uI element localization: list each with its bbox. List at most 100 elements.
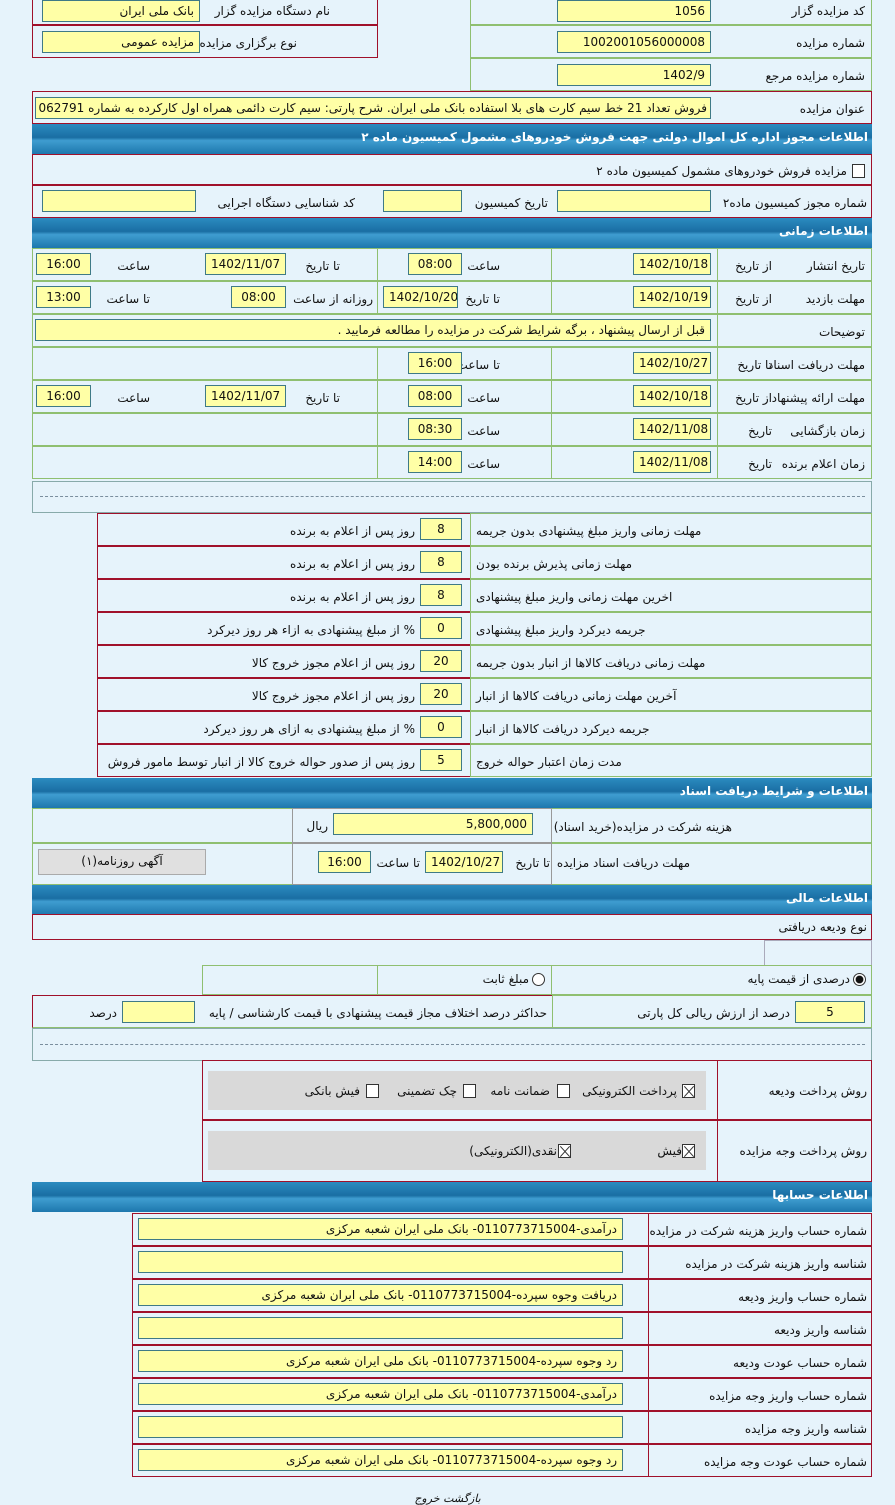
field-label: از تاریخ — [735, 391, 772, 405]
title-label: عنوان مزایده — [799, 102, 865, 116]
newspaper-ad-button[interactable]: آگهی روزنامه(۱) — [38, 849, 206, 875]
date-time-field[interactable]: 1402/10/18 — [633, 253, 711, 275]
title-field[interactable]: فروش تعداد 21 خط سیم کارت های بلا استفاد… — [35, 97, 711, 119]
exit-link[interactable]: خروج — [414, 1492, 440, 1505]
doc-time-field[interactable]: 16:00 — [318, 851, 371, 873]
cell — [552, 995, 872, 1028]
cell — [132, 1345, 649, 1378]
field-label: تا تاریخ — [465, 292, 500, 306]
doc-date-field[interactable]: 1402/10/27 — [425, 851, 503, 873]
deposit-method-label: روش پرداخت ودیعه — [768, 1084, 867, 1098]
account-label: شماره حساب عودت ودیعه — [733, 1356, 867, 1370]
penalty-value-field[interactable]: 20 — [420, 683, 462, 705]
account-field[interactable] — [138, 1317, 623, 1339]
radio-percent[interactable] — [853, 973, 866, 986]
field-label: از تاریخ — [735, 292, 772, 306]
penalty-value-field[interactable]: 20 — [420, 650, 462, 672]
percent-field[interactable]: 5 — [795, 1001, 865, 1023]
cell — [132, 1444, 649, 1477]
date-time-field[interactable]: 1402/11/08 — [633, 451, 711, 473]
penalty-label: اخرین مهلت زمانی واریز مبلغ پیشنهادی — [476, 590, 673, 604]
date-time-field[interactable]: 16:00 — [36, 253, 91, 275]
date-time-field[interactable]: 08:00 — [408, 253, 462, 275]
to-date-label: تا تاریخ — [515, 856, 550, 870]
penalty-label: مهلت زمانی پذیرش برنده بودن — [476, 557, 633, 571]
cell — [292, 808, 552, 843]
checkbox-cheque[interactable] — [463, 1084, 476, 1098]
field-label: از تاریخ — [735, 259, 772, 273]
auction-number-field[interactable]: 1002001056000008 — [557, 31, 711, 53]
account-label: شماره حساب عودت وجه مزایده — [703, 1455, 867, 1469]
date-time-field[interactable]: 1402/10/27 — [633, 352, 711, 374]
back-link[interactable]: بازگشت — [443, 1492, 481, 1505]
cell — [377, 965, 552, 995]
penalty-value-field[interactable]: 8 — [420, 551, 462, 573]
field-label: روزانه از ساعت — [293, 292, 373, 306]
method-label: فیش — [657, 1144, 682, 1158]
commission-date-field[interactable] — [383, 190, 462, 212]
penalty-unit: روز پس از اعلام مجوز خروج کالا — [251, 689, 415, 703]
penalty-unit: % از مبلغ پیشنهادی به ازای هر روز دیرکرد — [203, 722, 415, 736]
cell — [377, 248, 552, 281]
timing-row-label: مهلت بازدید — [805, 292, 865, 306]
penalty-unit: روز پس از اعلام مجوز خروج کالا — [251, 656, 415, 670]
checkbox-bank-slip[interactable] — [366, 1084, 379, 1098]
account-label: شماره حساب واریز وجه مزایده — [709, 1389, 867, 1403]
cell — [470, 645, 872, 678]
radio-fixed[interactable] — [532, 973, 545, 986]
account-field[interactable]: درآمدی-0110773715004- بانک ملی ایران شعب… — [138, 1218, 623, 1240]
notes-field[interactable]: قبل از ارسال پیشنهاد ، برگه شرایط شرکت د… — [35, 319, 711, 341]
checkbox-guarantee[interactable] — [557, 1084, 570, 1098]
organizer-code-field[interactable]: 1056 — [557, 0, 711, 22]
cell — [32, 481, 872, 513]
account-field[interactable]: دریافت وجوه سپرده-0110773715004- بانک مل… — [138, 1284, 623, 1306]
cell — [202, 1060, 718, 1120]
account-field[interactable] — [138, 1416, 623, 1438]
account-field[interactable] — [138, 1251, 623, 1273]
cell — [377, 413, 552, 446]
penalty-value-field[interactable]: 0 — [420, 617, 462, 639]
field-label: ساعت — [467, 391, 500, 405]
account-field[interactable]: رد وجوه سپرده-0110773715004- بانک ملی ای… — [138, 1449, 623, 1471]
date-time-field[interactable]: 1402/11/08 — [633, 418, 711, 440]
checkbox-slip[interactable] — [682, 1144, 695, 1158]
account-field[interactable]: رد وجوه سپرده-0110773715004- بانک ملی ای… — [138, 1350, 623, 1372]
checkbox-cash-electronic[interactable] — [558, 1144, 571, 1158]
field-label: تا تاریخ — [305, 391, 340, 405]
penalty-value-field[interactable]: 8 — [420, 518, 462, 540]
field-label: ساعت — [117, 259, 150, 273]
date-time-field[interactable]: 08:00 — [408, 385, 462, 407]
ref-number-field[interactable]: 1402/9 — [557, 64, 711, 86]
auction-type-field[interactable]: مزایده عمومی — [42, 31, 200, 53]
penalty-value-field[interactable]: 0 — [420, 716, 462, 738]
fee-field[interactable]: 5,800,000 — [333, 813, 533, 835]
penalty-value-field[interactable]: 5 — [420, 749, 462, 771]
agency-code-field[interactable] — [42, 190, 196, 212]
date-time-field[interactable]: 1402/10/18 — [633, 385, 711, 407]
account-field[interactable]: درآمدی-0110773715004- بانک ملی ایران شعب… — [138, 1383, 623, 1405]
cell — [470, 579, 872, 612]
vehicle-checkbox[interactable] — [852, 164, 865, 178]
cell — [377, 380, 552, 413]
date-time-field[interactable]: 1402/11/07 — [205, 385, 286, 407]
cell — [470, 25, 872, 58]
date-time-field[interactable]: 13:00 — [36, 286, 91, 308]
method-label: نقدی(الکترونیکی) — [469, 1144, 557, 1158]
method-label: پرداخت الکترونیکی — [582, 1084, 677, 1098]
date-time-field[interactable]: 1402/10/19 — [633, 286, 711, 308]
field-label: تاریخ — [748, 424, 772, 438]
organizer-name-field[interactable]: بانک ملی ایران — [42, 0, 200, 22]
date-time-field[interactable]: 1402/11/07 — [205, 253, 286, 275]
max-diff-field[interactable] — [122, 1001, 195, 1023]
date-time-field[interactable]: 08:30 — [408, 418, 462, 440]
timing-row-label: زمان بازگشایی — [790, 424, 865, 438]
date-time-field[interactable]: 08:00 — [231, 286, 286, 308]
checkbox-electronic[interactable] — [682, 1084, 695, 1098]
date-time-field[interactable]: 1402/10/20 — [383, 286, 458, 308]
date-time-field[interactable]: 16:00 — [408, 352, 462, 374]
account-label: شناسه واریز هزینه شرکت در مزایده — [685, 1257, 867, 1271]
penalty-value-field[interactable]: 8 — [420, 584, 462, 606]
date-time-field[interactable]: 16:00 — [36, 385, 91, 407]
date-time-field[interactable]: 14:00 — [408, 451, 462, 473]
permit-field[interactable] — [557, 190, 711, 212]
